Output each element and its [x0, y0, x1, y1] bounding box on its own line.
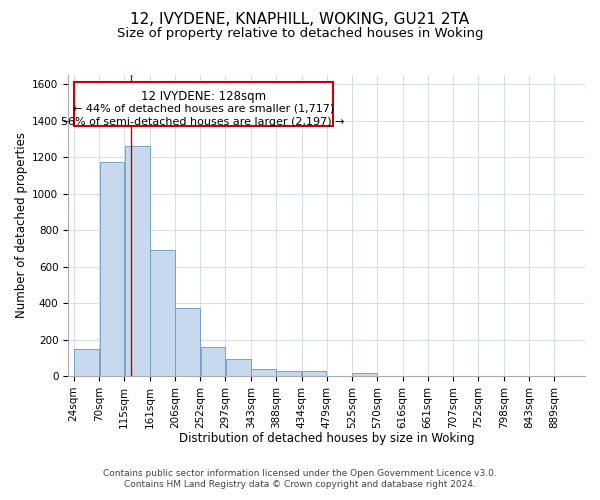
Bar [100, 162, 124, 376]
Text: 56% of semi-detached houses are larger (2,197) →: 56% of semi-detached houses are larger (… [61, 117, 345, 127]
FancyBboxPatch shape [74, 82, 332, 126]
Bar [352, 372, 377, 376]
Bar [74, 348, 99, 376]
Bar [276, 372, 301, 376]
Text: 12, IVYDENE, KNAPHILL, WOKING, GU21 2TA: 12, IVYDENE, KNAPHILL, WOKING, GU21 2TA [130, 12, 470, 28]
Bar [200, 347, 225, 376]
Text: 12 IVYDENE: 128sqm: 12 IVYDENE: 128sqm [140, 90, 266, 103]
Text: ← 44% of detached houses are smaller (1,717): ← 44% of detached houses are smaller (1,… [73, 104, 334, 114]
Bar [251, 369, 276, 376]
Text: Contains public sector information licensed under the Open Government Licence v3: Contains public sector information licen… [103, 468, 497, 477]
Text: Contains HM Land Registry data © Crown copyright and database right 2024.: Contains HM Land Registry data © Crown c… [124, 480, 476, 489]
Text: Size of property relative to detached houses in Woking: Size of property relative to detached ho… [117, 28, 483, 40]
Bar [302, 372, 326, 376]
X-axis label: Distribution of detached houses by size in Woking: Distribution of detached houses by size … [179, 432, 475, 445]
Bar [150, 250, 175, 376]
Bar [175, 308, 200, 376]
Bar [125, 146, 149, 376]
Y-axis label: Number of detached properties: Number of detached properties [15, 132, 28, 318]
Bar [226, 358, 251, 376]
